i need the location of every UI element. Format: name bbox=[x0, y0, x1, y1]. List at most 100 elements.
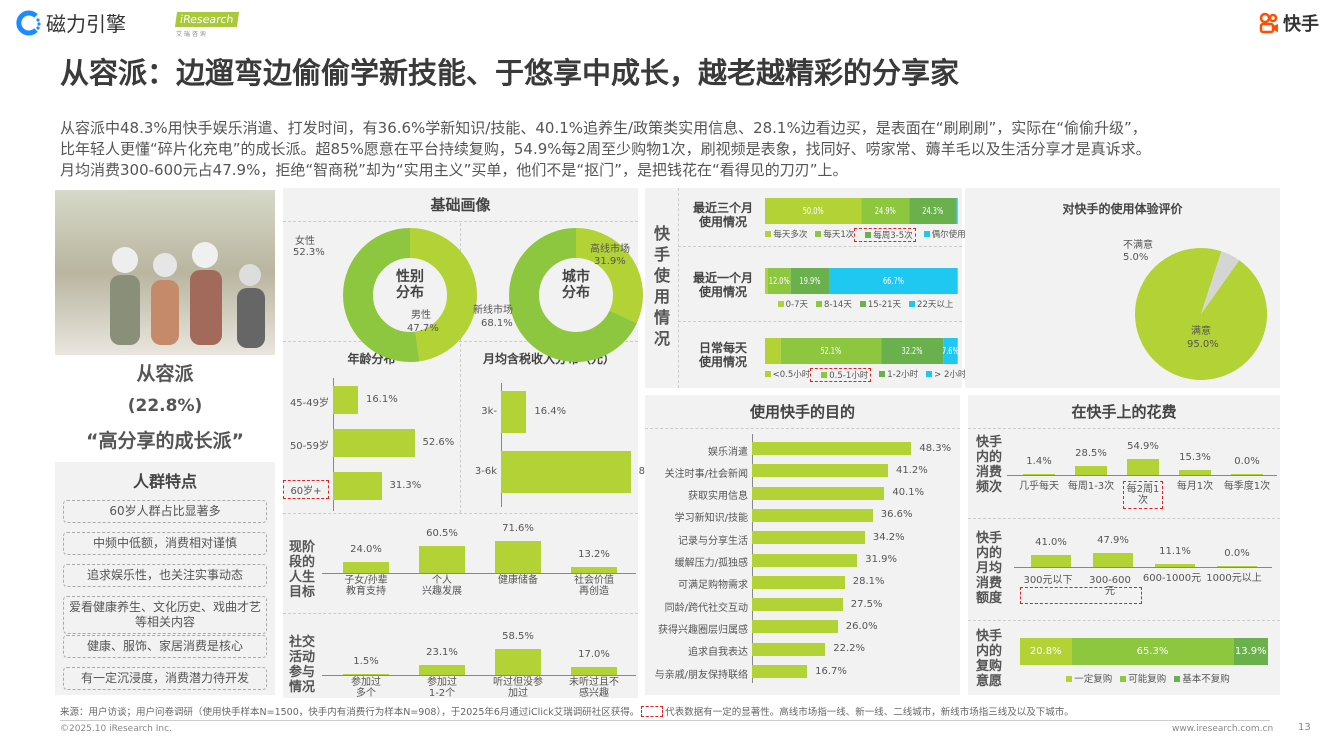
purpose-value: 16.7% bbox=[815, 665, 847, 677]
purpose-value: 36.6% bbox=[880, 509, 913, 521]
legend-item: 1-2小时 bbox=[871, 368, 918, 382]
kuaishou-logo: 快手 bbox=[1258, 10, 1319, 36]
purpose-category: 可满足购物需求 bbox=[678, 580, 748, 592]
social-bar bbox=[495, 648, 541, 675]
age-value: 16.1% bbox=[365, 394, 398, 405]
trait-item: 健康、服饰、家居消费是核心 bbox=[63, 635, 267, 658]
amount-bar bbox=[1155, 563, 1195, 567]
legend-label: 一定复购 bbox=[1074, 674, 1113, 685]
intro-line: 比年轻人更懂“碎片化充电”的成长派。超85%愿意在平台持续复购，54.9%每2周… bbox=[60, 140, 1151, 158]
social-section-label: 社交活动参与情况 bbox=[288, 635, 315, 695]
amount-highlight-box bbox=[1020, 587, 1142, 604]
usage-segment: 50.0% bbox=[765, 198, 862, 224]
usage-row-label: 最近三个月 使用情况 bbox=[692, 201, 753, 229]
legend-label: > 2小时 bbox=[934, 370, 967, 380]
basic-profile-title: 基础画像 bbox=[283, 188, 638, 222]
social-value: 1.5% bbox=[353, 656, 379, 667]
freq-value: 1.4% bbox=[1026, 456, 1052, 467]
purpose-bar bbox=[752, 598, 843, 612]
legend-swatch bbox=[1174, 676, 1181, 682]
iresearch-logo-sub: 艾 瑞 咨 询 bbox=[176, 31, 206, 38]
goals-category: 个人 兴趣发展 bbox=[422, 575, 462, 597]
goals-value: 24.0% bbox=[350, 544, 382, 556]
usage-stacked-bar: 50.0% 24.9% 24.3% bbox=[765, 198, 958, 224]
usage-segment bbox=[956, 198, 958, 224]
goals-bar bbox=[343, 562, 389, 573]
persona-photo bbox=[55, 190, 275, 355]
legend-label: 8-14天 bbox=[824, 300, 852, 310]
spending-panel: 在快手上的花费 快手内的消费频次 快手内的月均消费额度 快手内的复购意愿 1.4… bbox=[968, 395, 1280, 695]
cili-logo-text: 磁力引擎 bbox=[46, 12, 126, 36]
usage-row-label: 最近一个月 使用情况 bbox=[692, 271, 753, 299]
goals-category: 子女/孙辈 教育支持 bbox=[344, 575, 388, 597]
amount-category: 600-1000元 bbox=[1142, 573, 1202, 584]
trait-item: 爱看健康养生、文化历史、戏曲才艺等相关内容 bbox=[63, 596, 267, 634]
amount-bar bbox=[1031, 554, 1071, 567]
amount-value: 11.1% bbox=[1159, 545, 1191, 557]
freq-bar bbox=[1075, 466, 1107, 475]
goals-baseline bbox=[322, 573, 636, 574]
legend-label: 0-7天 bbox=[785, 300, 809, 310]
income-value: 16.4% bbox=[534, 406, 567, 417]
freq-category: 每周1-3次 bbox=[1067, 481, 1115, 492]
age-bar bbox=[333, 386, 358, 414]
legend-label: 每周3-5次 bbox=[873, 231, 913, 241]
freq-bar bbox=[1023, 474, 1055, 475]
gender-center-label: 性别 分布 bbox=[396, 269, 424, 301]
social-value: 58.5% bbox=[502, 630, 534, 642]
satisfaction-pie-slice bbox=[1135, 248, 1267, 380]
legend-item: 偶尔使用 bbox=[916, 228, 966, 242]
repurchase-segment: 13.9% bbox=[1233, 638, 1268, 665]
goals-bar bbox=[571, 567, 617, 573]
city-center-label: 城市 分布 bbox=[562, 269, 590, 301]
purpose-category: 学习新知识/技能 bbox=[674, 513, 748, 525]
legend-label: 偶尔使用 bbox=[931, 230, 966, 240]
female-value: 52.3% bbox=[293, 247, 325, 258]
legend-swatch bbox=[859, 301, 866, 307]
income-category: 3k- bbox=[481, 406, 497, 417]
legend-label: 1-2小时 bbox=[887, 370, 919, 380]
freq-bar bbox=[1231, 474, 1263, 475]
trait-item: 追求娱乐性，也关注实事动态 bbox=[63, 564, 267, 587]
legend-item: 一定复购 bbox=[1058, 671, 1112, 685]
elderly-group-illustration bbox=[110, 242, 265, 348]
usage-segment: 24.3% bbox=[909, 198, 957, 224]
kuaishou-logo-icon bbox=[1259, 12, 1278, 34]
iresearch-logo: iResearch 艾 瑞 咨 询 bbox=[174, 12, 239, 38]
legend-swatch bbox=[909, 301, 916, 307]
satisfaction-title: 对快手的使用体验评价 bbox=[1062, 202, 1183, 216]
freq-value: 28.5% bbox=[1075, 448, 1107, 460]
legend-label: 0.5-1小时 bbox=[829, 371, 869, 381]
trait-item: 60岁人群占比显著多 bbox=[63, 500, 267, 523]
amount-bar bbox=[1093, 552, 1133, 567]
legend-swatch bbox=[815, 231, 822, 237]
usage-row-label: 日常每天 使用情况 bbox=[698, 341, 747, 369]
amount-category: 300元以下 bbox=[1023, 575, 1073, 586]
copyright: ©2025.10 iResearch Inc. bbox=[60, 724, 172, 734]
city-donut bbox=[509, 228, 643, 362]
page-title: 从容派：边遛弯边偷偷学新技能、于悠享中成长，越老越精彩的分享家 bbox=[60, 56, 960, 90]
website-link[interactable]: www.iresearch.com.cn bbox=[1172, 724, 1274, 734]
purpose-value: 31.9% bbox=[865, 554, 898, 565]
social-category: 参加过 多个 bbox=[351, 677, 381, 699]
repurchase-segment: 20.8% bbox=[1020, 638, 1072, 665]
usage-segment: 7.6% bbox=[943, 338, 958, 364]
purpose-value: 28.1% bbox=[852, 576, 885, 588]
legend-swatch bbox=[777, 301, 784, 307]
legend-label: 基本不复购 bbox=[1182, 674, 1230, 685]
age-category: 45-49岁 bbox=[289, 398, 329, 409]
social-bar bbox=[419, 664, 465, 675]
purpose-bar bbox=[752, 464, 888, 478]
purpose-value: 34.2% bbox=[872, 531, 905, 543]
legend-item: 22天以上 bbox=[901, 298, 953, 310]
legend-item: 每天多次 bbox=[757, 228, 807, 242]
persona-summary: 从容派 (22.8%) “高分享的成长派” bbox=[55, 355, 275, 453]
purpose-category: 记录与分享生活 bbox=[678, 535, 748, 547]
purpose-category: 缓解压力/孤独感 bbox=[674, 558, 748, 569]
freq-bar bbox=[1179, 470, 1211, 475]
age-value: 52.6% bbox=[422, 437, 455, 448]
legend-swatch bbox=[926, 371, 933, 377]
purpose-value: 27.5% bbox=[850, 598, 883, 610]
social-bar bbox=[343, 674, 389, 675]
legend-swatch bbox=[764, 371, 771, 377]
